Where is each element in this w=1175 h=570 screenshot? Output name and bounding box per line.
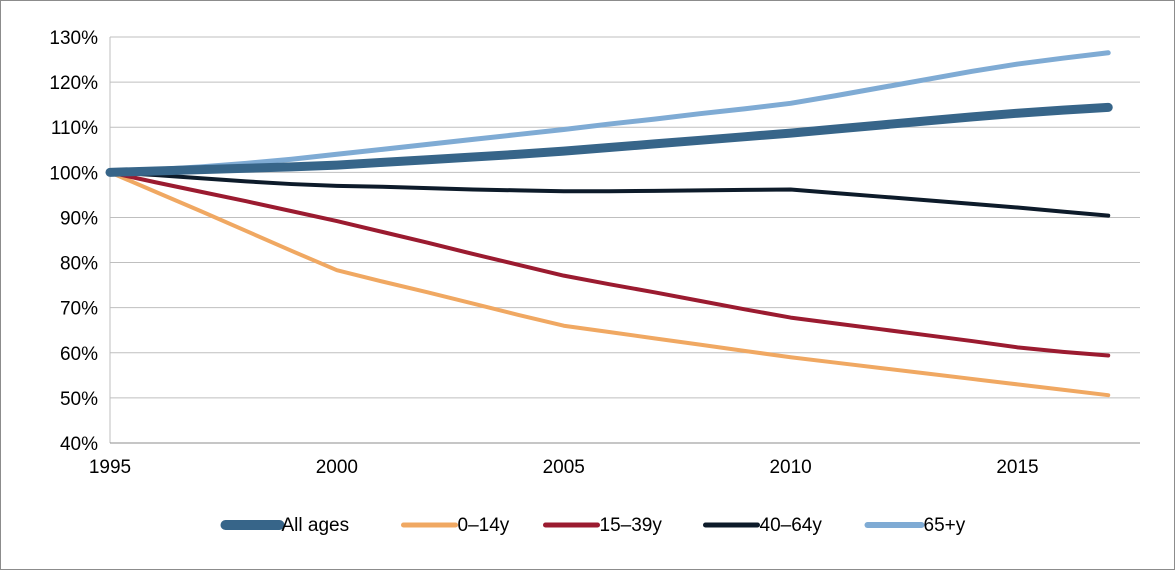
legend-item: 0–14y bbox=[401, 515, 510, 536]
y-tick-label: 90% bbox=[60, 208, 98, 229]
legend-item: All ages bbox=[220, 515, 350, 536]
x-tick-label: 2015 bbox=[996, 457, 1038, 478]
x-tick-label: 2005 bbox=[543, 457, 585, 478]
series-lines bbox=[105, 50, 1113, 398]
y-tick-label: 80% bbox=[60, 254, 98, 275]
y-tick-label: 70% bbox=[60, 299, 98, 320]
legend-label: 0–14y bbox=[458, 515, 510, 536]
y-axis-tick-labels: 40% 50% 60% 70% 80% 90% 100% 110% 120% 130% bbox=[49, 28, 98, 455]
legend: All ages 0–14y 15–39y 40–64y 65+y bbox=[220, 515, 966, 536]
legend-label: All ages bbox=[282, 515, 350, 536]
series-line-0-14y bbox=[108, 170, 1111, 398]
series-line-65-y bbox=[107, 50, 1111, 175]
series-line-40-64y bbox=[108, 170, 1111, 218]
series-line-15-39y bbox=[108, 170, 1111, 358]
legend-label: 15–39y bbox=[600, 515, 663, 536]
axes bbox=[109, 37, 1140, 444]
y-tick-label: 60% bbox=[60, 344, 98, 365]
y-tick-label: 110% bbox=[51, 118, 98, 139]
legend-label: 65+y bbox=[924, 515, 966, 536]
x-tick-label: 2010 bbox=[769, 457, 811, 478]
gridlines bbox=[110, 36, 1140, 399]
y-tick-label: 130% bbox=[49, 28, 98, 49]
legend-item: 15–39y bbox=[543, 515, 663, 536]
y-tick-label: 40% bbox=[60, 434, 98, 455]
x-tick-label: 1995 bbox=[89, 457, 131, 478]
legend-item: 40–64y bbox=[703, 515, 823, 536]
y-tick-label: 50% bbox=[60, 389, 98, 410]
y-tick-label: 100% bbox=[49, 163, 98, 184]
legend-item: 65+y bbox=[864, 515, 966, 536]
legend-label: 40–64y bbox=[760, 515, 823, 536]
series-line-all-ages bbox=[105, 102, 1113, 177]
y-tick-label: 120% bbox=[49, 73, 98, 94]
x-tick-label: 2000 bbox=[316, 457, 358, 478]
x-axis-tick-labels: 1995 2000 2005 2010 2015 bbox=[89, 457, 1039, 478]
